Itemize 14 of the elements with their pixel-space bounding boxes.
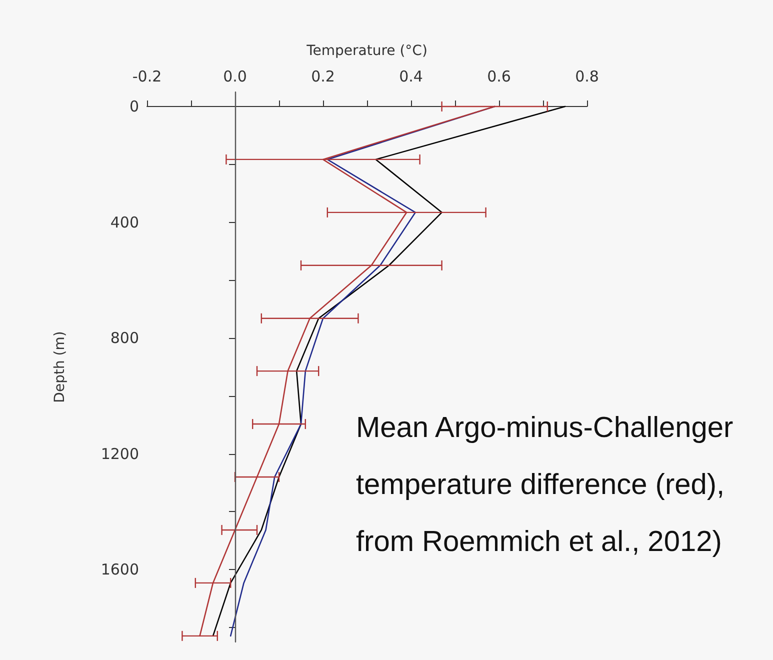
x-tick-label: -0.2 — [132, 68, 162, 86]
annotation: Mean Argo-minus-Challenger temperature difference (red), from Roemmich et al., 2012) — [356, 411, 734, 560]
y-tick-label: 400 — [110, 213, 139, 232]
x-tick-label: 0.4 — [399, 68, 423, 86]
x-axis-title: Temperature (°C) — [306, 43, 428, 59]
y-tick-label: 800 — [110, 329, 139, 348]
y-tick-label: 1200 — [100, 444, 139, 463]
x-tick-label: 0.8 — [575, 68, 599, 86]
text: 0.0 — [223, 68, 247, 86]
y-axis-title: Depth (m) — [52, 331, 68, 403]
x-tick-label: 0.2 — [311, 68, 335, 86]
x-tick-label: 0.6 — [487, 68, 511, 86]
y-tick-label: 1600 — [100, 560, 139, 579]
y-tick-label: 0 — [129, 97, 139, 116]
